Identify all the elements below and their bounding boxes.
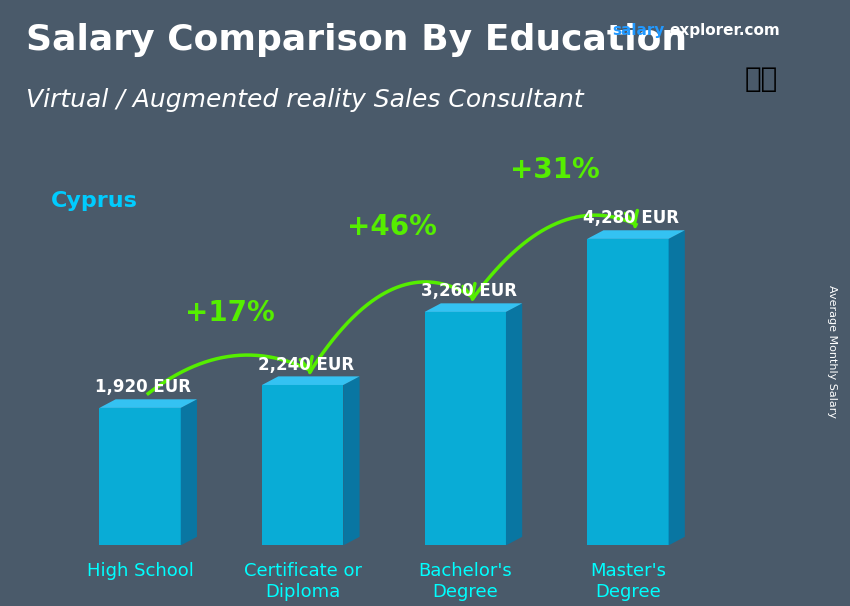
Text: 1,920 EUR: 1,920 EUR <box>95 378 191 396</box>
Polygon shape <box>343 376 360 545</box>
Polygon shape <box>99 399 197 408</box>
Polygon shape <box>506 304 522 545</box>
Text: Salary Comparison By Education: Salary Comparison By Education <box>26 22 687 57</box>
Text: Virtual / Augmented reality Sales Consultant: Virtual / Augmented reality Sales Consul… <box>26 88 583 112</box>
Text: +17%: +17% <box>184 299 275 327</box>
Text: 3,260 EUR: 3,260 EUR <box>421 282 517 301</box>
Text: +31%: +31% <box>510 156 599 184</box>
Polygon shape <box>425 312 506 545</box>
Polygon shape <box>262 376 360 385</box>
Polygon shape <box>587 230 685 239</box>
Text: salary: salary <box>612 22 665 38</box>
Polygon shape <box>587 239 669 545</box>
Text: Cyprus: Cyprus <box>51 191 138 211</box>
Text: 4,280 EUR: 4,280 EUR <box>583 210 679 227</box>
Polygon shape <box>181 399 197 545</box>
Text: Average Monthly Salary: Average Monthly Salary <box>827 285 837 418</box>
Polygon shape <box>262 385 343 545</box>
Polygon shape <box>425 304 522 312</box>
Polygon shape <box>669 230 685 545</box>
Text: 🇨🇾: 🇨🇾 <box>744 65 778 93</box>
Text: explorer.com: explorer.com <box>670 22 780 38</box>
Text: 2,240 EUR: 2,240 EUR <box>258 356 354 373</box>
Text: +46%: +46% <box>347 213 437 241</box>
Polygon shape <box>99 408 181 545</box>
